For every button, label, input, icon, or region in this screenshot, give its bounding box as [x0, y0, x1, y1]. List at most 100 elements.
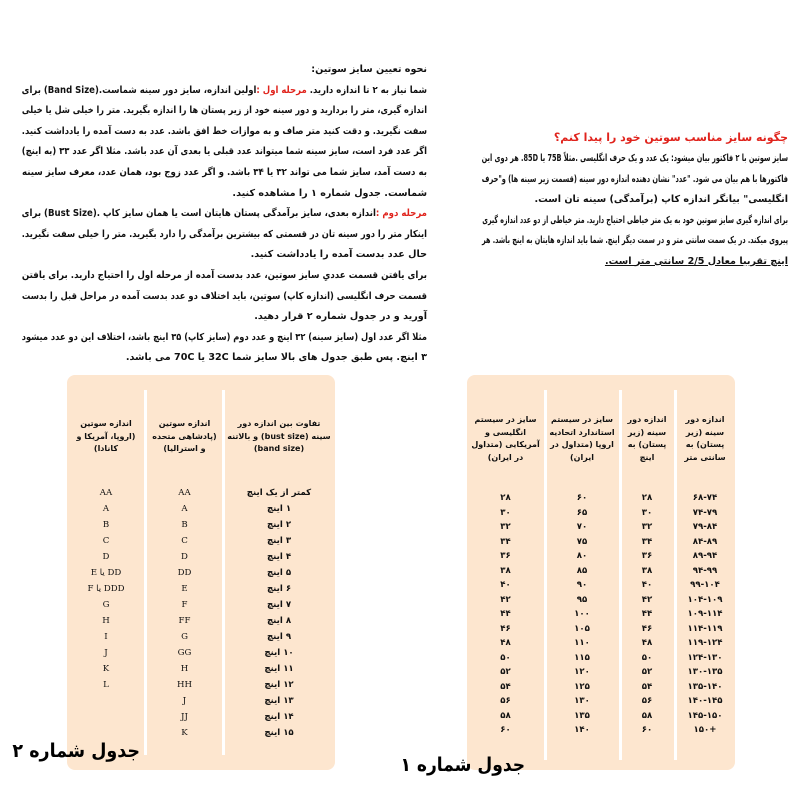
table-cell: ۳۶ — [622, 550, 672, 563]
text-line-content: اگر عدد فرد است، سایز سینه شما میتواند ع… — [22, 142, 427, 162]
table-cell: ۱۳۰ — [547, 695, 617, 708]
table-cell-text: ۱۳۰ — [574, 696, 590, 706]
text-line: پیروی میکند. در یک سمت سانتی متر و در سم… — [482, 231, 788, 251]
table-cell-text: ۱۰۴-۱۰۹ — [687, 594, 723, 605]
table-cell-text: ۵۸ — [500, 710, 511, 721]
table-cell: ۸۰ — [547, 550, 617, 563]
table-cell: ۹ اینچ — [227, 631, 331, 644]
text-line: قسمت حرف انگلیسی (اندازه کاپ) سوتین، بای… — [22, 287, 427, 307]
table-cell: ۵۸ — [622, 710, 672, 723]
table-cell-text: ۶۰ — [641, 725, 653, 735]
table-cell: ۴۴ — [469, 608, 542, 621]
text-line: حال عدد بدست آمده را یادداشت کنید. — [22, 245, 427, 265]
table-cell-text: ۷۹-۸۴ — [692, 522, 718, 532]
text-line-content: اینکار متر را دور سینه تان در قسمتی که ب… — [22, 225, 427, 245]
text-segment: پیروی میکند. در یک سمت سانتی متر و در سم… — [482, 235, 788, 246]
table-cell-text: ۷۰ — [576, 522, 588, 532]
table-cell-text: ۸۹-۹۴ — [692, 551, 718, 561]
table-cell-text: ۱۲۴-۱۳۰ — [687, 652, 723, 663]
table-cell-text: AA — [178, 488, 191, 498]
table-cell: A — [70, 503, 142, 516]
table-cell: ۱۰۵ — [547, 623, 617, 636]
table-cell-text: ۱ اینچ — [266, 504, 292, 514]
table-cell-text: DD — [177, 568, 192, 578]
text-line: برای اندازه گیری سایز سوتین خود به یک مت… — [482, 211, 788, 231]
table-cell-text: ۵۰ — [500, 652, 511, 663]
text-line-content: اندازه گیری، متر را بردارید و دور سینه خ… — [22, 101, 427, 121]
text-segment: سفت نگیرید. و دقت کنید متر صاف و به مواز… — [21, 125, 427, 137]
text-line: شما نیاز به ۲ تا اندازه دارید. مرحله اول… — [22, 81, 427, 101]
text-segment: اندازه گیری، متر را بردارید و دور سینه خ… — [21, 105, 427, 117]
table-cell: ۱۰ اینچ — [227, 647, 331, 660]
table-cell: ۳۰ — [469, 507, 542, 520]
table-cell-text: ۱۳۵-۱۴۰ — [687, 681, 723, 692]
text-line: اگر عدد فرد است، سایز سینه شما میتواند ع… — [22, 142, 427, 162]
table-cell: H — [70, 615, 142, 628]
table-cell-text: D — [102, 552, 110, 562]
table-cell-text: I — [104, 632, 108, 642]
text-line: ۳ اینچ. پس طبق جدول های بالا سایز شما 32… — [22, 348, 427, 368]
table-cell-text: E — [181, 584, 188, 594]
text-line: فاکتورها با هم بیان می شود. "عدد" نشان د… — [482, 170, 788, 190]
table-cell-text: ۹۹-۱۰۴ — [690, 580, 720, 590]
table-cell-text: ۵ اینچ — [266, 568, 292, 578]
step-label: مرحله دوم : — [375, 208, 427, 220]
table-cell: DD یا E — [70, 567, 142, 580]
text-segment: سایز سوتین با ۲ فاکتور بیان میشود: یک عد… — [481, 153, 788, 164]
text-line: شماست. جدول شماره ۱ را مشاهده کنید. — [22, 184, 427, 204]
text-line-content: آورید و در جدول شماره ۲ قرار دهید. — [254, 307, 427, 327]
table-cell-text: D — [181, 552, 188, 562]
table-cell-text: ۱۳۰-۱۳۵ — [687, 667, 723, 677]
table-cell: ۴۰ — [622, 579, 672, 592]
table-header: اندازه دور سینه (زیر پستان) به سانتی متر — [684, 415, 726, 462]
table-cell-text: ۶۰ — [576, 493, 588, 503]
table-cell-text: ۷ اینچ — [266, 600, 292, 610]
text-segment: مثلا اگر عدد اول (سایز سینه) ۳۲ اینچ و ع… — [21, 331, 427, 343]
column-divider — [544, 390, 547, 760]
table-cell: ۷۹-۸۴ — [677, 521, 733, 534]
table-cell-text: A — [181, 504, 188, 514]
table-cell-text: ۵۲ — [500, 667, 511, 677]
table-cell: ۱۴۵-۱۵۰ — [677, 710, 733, 723]
table-cell-text: ۱۴۰-۱۴۵ — [687, 696, 723, 706]
table-cell: ۸۴-۸۹ — [677, 536, 733, 549]
table-cell: ۹۴-۹۹ — [677, 565, 733, 578]
table-2-caption: جدول شماره ۲ — [12, 738, 140, 764]
table-cell-text: ۴۴ — [641, 609, 653, 619]
table-cell: ۱۳۵-۱۴۰ — [677, 681, 733, 694]
table-header: اندازه سوتین (اروپا، آمریکا و کانادا) — [76, 419, 136, 454]
table-cell-text: AA — [99, 488, 113, 498]
table-cell: G — [70, 599, 142, 612]
table-cell: ۹۹-۱۰۴ — [677, 579, 733, 592]
table-cell: ۵۴ — [469, 681, 542, 694]
table-cell: ۱۱۴-۱۱۹ — [677, 623, 733, 636]
table-cell-text: ۴۰ — [641, 580, 653, 590]
table-cell: C — [70, 535, 142, 548]
table-cell: ۱۴۰ — [547, 724, 617, 737]
table-cell-text: ۸۴-۸۹ — [692, 536, 718, 547]
table-cell-text: ۵۶ — [641, 696, 653, 706]
table-cell: ۴۴ — [622, 608, 672, 621]
size-guide-instructions: نحوه تعیین سایز سوتین: شما نیاز به ۲ تا ا… — [22, 60, 427, 370]
text-line: انگلیسی" بیانگر اندازه کاپ (برآمدگی) سین… — [482, 190, 788, 210]
table-cell: J — [70, 647, 142, 660]
table-cell: ۵۲ — [469, 666, 542, 679]
table-cell: ۱۴ اینچ — [227, 711, 331, 724]
table-cell-text: ۱۳۵ — [574, 710, 590, 721]
table-header: تفاوت بین اندازه دور سینه (bust size) و … — [227, 419, 331, 454]
table-cell-text: ۴۸ — [500, 638, 511, 648]
table-cell-text: C — [181, 536, 188, 546]
table-header: سایز در سیستم استاندارد اتحادیه اروپا (م… — [549, 415, 615, 462]
table-cell-text: ۲۸ — [641, 493, 653, 503]
column-divider — [674, 390, 677, 760]
table-cell: ۳ اینچ — [227, 535, 331, 548]
table-cell-text: ۴ اینچ — [266, 552, 292, 562]
table-cell-text: DDD یا F — [87, 584, 125, 594]
table-cell-text: ۴۲ — [641, 594, 653, 605]
table-cell: ۱۳۵ — [547, 710, 617, 723]
table-cell: ۱۰۴-۱۰۹ — [677, 594, 733, 607]
table-cell-text: ۴۸ — [641, 638, 653, 648]
text-segment: اینچ تقریبا معادل 2/5 سانتی متر است. — [604, 255, 788, 267]
table-cell: ۳۸ — [469, 565, 542, 578]
table-cell: ۸۹-۹۴ — [677, 550, 733, 563]
